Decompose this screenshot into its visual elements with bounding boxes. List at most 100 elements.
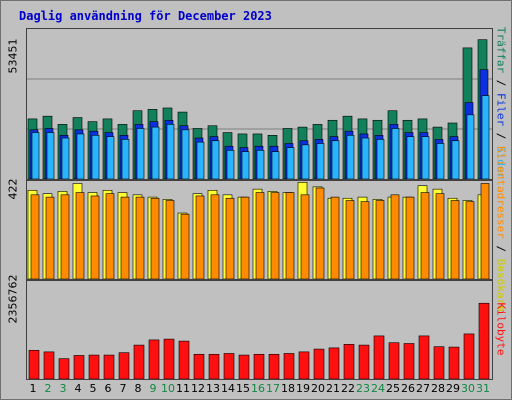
bar-klientadresser	[150, 197, 160, 279]
kbytes-max-value: 2356762	[6, 274, 20, 324]
bar-sidor	[466, 114, 475, 179]
bar-sidor	[481, 95, 490, 179]
kbytes-legend: Kilobyte	[492, 280, 510, 378]
bar-sidor	[61, 137, 70, 179]
bar-klientadresser	[60, 194, 70, 279]
bar-kilobyte	[193, 353, 205, 379]
legend-traffar: Träffar	[494, 26, 508, 74]
bar-sidor	[376, 139, 385, 179]
bar-sidor	[361, 137, 370, 179]
bar-kilobyte	[133, 344, 145, 379]
bar-sidor	[316, 143, 325, 179]
bar-klientadresser	[465, 201, 475, 279]
bar-kilobyte	[418, 335, 430, 379]
day-label: 8	[134, 382, 142, 395]
bar-sidor	[181, 129, 190, 179]
bar-sidor	[421, 136, 430, 179]
day-label: 31	[476, 382, 490, 395]
day-label: 16	[251, 382, 265, 395]
bar-klientadresser	[315, 187, 325, 279]
bar-klientadresser	[300, 194, 310, 279]
bar-kilobyte	[223, 353, 235, 379]
bar-kilobyte	[88, 354, 100, 379]
bar-kilobyte	[463, 333, 475, 379]
bar-klientadresser	[225, 197, 235, 279]
bar-klientadresser	[75, 192, 85, 279]
bar-sidor	[406, 136, 415, 179]
day-label: 5	[89, 382, 97, 395]
day-label: 26	[401, 382, 415, 395]
hits-panel	[26, 28, 493, 180]
bar-sidor	[121, 139, 130, 179]
visits-max-value: 422	[6, 178, 20, 200]
bar-klientadresser	[240, 196, 250, 279]
bar-kilobyte	[163, 338, 175, 379]
hits-max-value: 53451	[6, 38, 20, 74]
day-label: 22	[341, 382, 355, 395]
bar-klientadresser	[210, 194, 220, 279]
legend-sep: /	[494, 73, 508, 94]
bar-klientadresser	[255, 192, 265, 279]
bar-sidor	[436, 143, 445, 179]
bar-klientadresser	[90, 195, 100, 279]
bar-kilobyte	[28, 349, 40, 379]
bar-kilobyte	[268, 353, 280, 379]
day-label: 23	[356, 382, 370, 395]
day-label: 20	[311, 382, 325, 395]
bar-kilobyte	[343, 343, 355, 379]
bar-klientadresser	[345, 200, 355, 279]
bar-sidor	[256, 150, 265, 179]
bar-kilobyte	[283, 353, 295, 379]
day-label: 14	[221, 382, 235, 395]
kilobyte-chart	[28, 302, 490, 379]
day-label: 29	[446, 382, 460, 395]
bar-kilobyte	[298, 351, 310, 379]
chart-title: Daglig användning för December 2023	[19, 9, 272, 23]
day-label: 4	[74, 382, 82, 395]
bar-sidor	[166, 124, 175, 179]
bar-kilobyte	[148, 339, 160, 379]
bar-sidor	[196, 141, 205, 179]
bar-sidor	[106, 136, 115, 179]
bar-kilobyte	[178, 340, 190, 379]
bar-klientadresser	[330, 196, 340, 279]
bar-sidor	[301, 144, 310, 179]
bar-sidor	[211, 140, 220, 179]
bar-klientadresser	[165, 200, 175, 279]
bar-klientadresser	[180, 213, 190, 279]
bar-klientadresser	[195, 195, 205, 279]
bar-klientadresser	[135, 196, 145, 279]
bar-kilobyte	[43, 351, 55, 379]
day-label: 24	[371, 382, 385, 395]
bar-sidor	[31, 132, 40, 179]
day-label: 13	[206, 382, 220, 395]
bar-kilobyte	[388, 342, 400, 379]
day-label: 11	[176, 382, 190, 395]
day-label: 1	[29, 382, 37, 395]
legend-kilobyte: Kilobyte	[494, 302, 508, 356]
bar-klientadresser	[435, 193, 445, 279]
day-label: 27	[416, 382, 430, 395]
bar-kilobyte	[118, 352, 130, 379]
legend-klientadresser: Klientadresser	[494, 146, 508, 239]
day-label: 21	[326, 382, 340, 395]
bar-sidor	[151, 126, 160, 179]
bar-sidor	[346, 134, 355, 179]
bar-kilobyte	[433, 346, 445, 379]
hits-files-pages-chart	[27, 39, 492, 179]
bar-kilobyte	[478, 302, 490, 379]
bar-kilobyte	[208, 353, 220, 379]
day-label: 12	[191, 382, 205, 395]
day-label: 9	[149, 382, 157, 395]
bar-sidor	[76, 133, 85, 179]
bar-kilobyte	[238, 354, 250, 379]
day-label: 17	[266, 382, 280, 395]
bar-klientadresser	[420, 192, 430, 279]
bar-klientadresser	[450, 200, 460, 279]
hits-max-label: 53451	[4, 26, 22, 86]
day-label: 6	[104, 382, 112, 395]
bar-kilobyte	[58, 358, 70, 379]
bar-kilobyte	[448, 346, 460, 379]
day-label: 30	[461, 382, 475, 395]
bar-klientadresser	[360, 201, 370, 279]
